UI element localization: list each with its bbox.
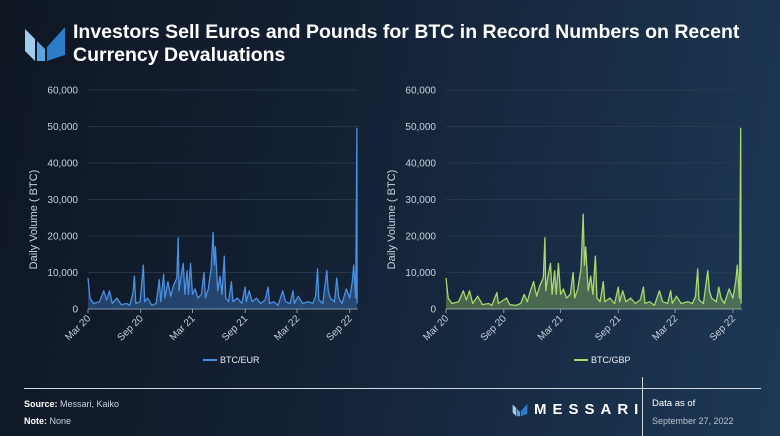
x-tick-label: Mar 22 <box>650 313 680 343</box>
x-tick-label: Mar 22 <box>272 313 302 343</box>
y-tick-label: 20,000 <box>405 232 436 243</box>
y-tick-label: 40,000 <box>47 159 78 170</box>
y-axis-label: Daily Volume ( BTC) <box>386 170 398 270</box>
x-tick-label: Mar 21 <box>536 313 566 343</box>
legend-label: BTC/GBP <box>591 355 631 365</box>
x-tick-label: Sep 22 <box>708 313 738 343</box>
page-title: Investors Sell Euros and Pounds for BTC … <box>73 21 740 66</box>
y-tick-label: 0 <box>72 305 78 316</box>
chart-panel-1: 0 10,000 20,000 30,000 40,000 50,000 60,000 Mar… <box>28 86 358 365</box>
x-tick-label: Sep 20 <box>479 313 509 343</box>
x-tick-label: Mar 20 <box>63 313 93 343</box>
note-text: Note: None <box>24 416 71 426</box>
charts: 0 10,000 20,000 30,000 40,000 50,000 60,000 Mar… <box>28 86 742 365</box>
legend-label: BTC/EUR <box>220 355 260 365</box>
messari-small-logo-icon <box>512 403 528 416</box>
chart-panel-2: 0 10,000 20,000 30,000 40,000 50,000 60,000 Mar… <box>386 86 742 365</box>
y-tick-label: 50,000 <box>405 122 436 133</box>
messari-brand: MESSARI <box>512 401 644 418</box>
y-tick-label: 60,000 <box>405 86 436 97</box>
y-axis-label: Daily Volume ( BTC) <box>28 170 40 270</box>
y-tick-label: 60,000 <box>47 86 78 97</box>
x-tick-label: Mar 20 <box>421 313 451 343</box>
y-tick-label: 10,000 <box>47 268 78 279</box>
data-as-of-label: Data as of <box>652 398 696 409</box>
source-label: Source: <box>24 399 58 409</box>
x-tick-label: Sep 21 <box>593 313 623 343</box>
series-line-btc-eur <box>87 127 358 307</box>
data-as-of-date: September 27, 2022 <box>652 416 734 426</box>
x-tick-label: Sep 20 <box>116 313 146 343</box>
y-tick-label: 50,000 <box>47 122 78 133</box>
x-tick-label: Sep 21 <box>220 313 250 343</box>
messari-logo-icon <box>25 27 65 61</box>
source-value: Messari, Kaiko <box>60 399 120 409</box>
series-line-btc-gbp <box>445 127 742 307</box>
footer-divider <box>24 388 761 389</box>
y-tick-label: 0 <box>430 305 436 316</box>
note-label: Note: <box>24 416 47 426</box>
source-text: Source: Messari, Kaiko <box>24 399 119 409</box>
y-tick-label: 40,000 <box>405 159 436 170</box>
y-tick-label: 10,000 <box>405 268 436 279</box>
brand-name: MESSARI <box>534 401 645 418</box>
footer-vertical-divider <box>642 377 643 436</box>
y-tick-label: 20,000 <box>47 232 78 243</box>
y-tick-label: 30,000 <box>405 195 436 206</box>
x-tick-label: Sep 22 <box>325 313 355 343</box>
note-value: None <box>49 416 72 426</box>
x-tick-label: Mar 21 <box>168 313 198 343</box>
y-tick-label: 30,000 <box>47 195 78 206</box>
